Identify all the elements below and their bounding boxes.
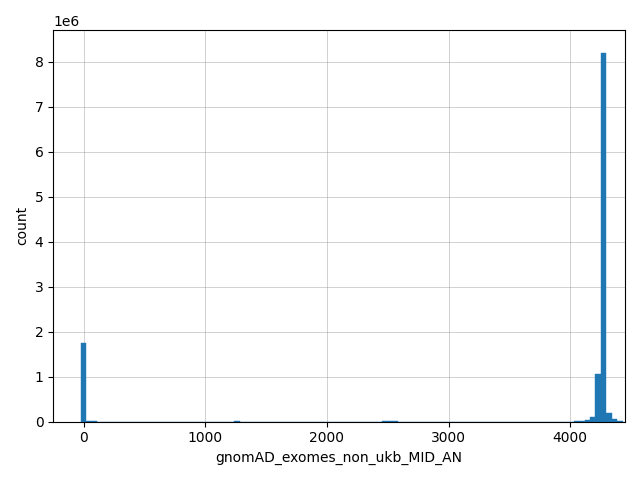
Bar [584,420,590,421]
Bar [601,53,607,421]
Bar [612,420,618,421]
Bar [595,374,601,421]
Bar [81,343,86,421]
Bar [579,420,584,421]
X-axis label: gnomAD_exomes_non_ukb_MID_AN: gnomAD_exomes_non_ukb_MID_AN [216,451,463,465]
Y-axis label: count: count [15,206,29,245]
Bar [607,413,612,421]
Bar [590,417,595,421]
Bar [618,420,623,421]
